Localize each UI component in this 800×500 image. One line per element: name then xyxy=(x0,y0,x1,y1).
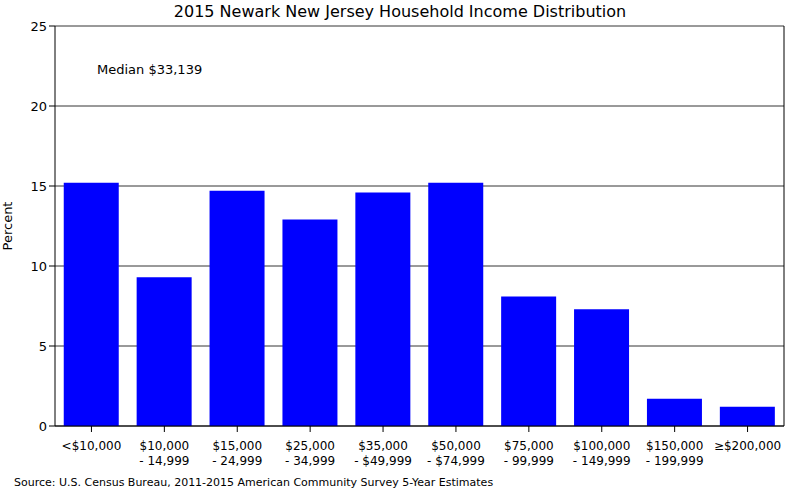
svg-text:5: 5 xyxy=(39,339,47,354)
svg-text:$10,000- 14,999: $10,000- 14,999 xyxy=(139,439,189,468)
svg-text:$35,000- $49,999: $35,000- $49,999 xyxy=(354,439,412,468)
svg-text:$50,000- $74,999: $50,000- $74,999 xyxy=(427,439,485,468)
html-text:Source: U.S. Census Bureau, 20: Source: U.S. Census Bureau, 2011-2015 Am… xyxy=(14,476,494,489)
svg-text:$150,000- 199,999: $150,000- 199,999 xyxy=(646,439,704,468)
svg-text:15: 15 xyxy=(30,179,47,194)
svg-text:$75,000- 99,999: $75,000- 99,999 xyxy=(504,439,554,468)
svg-text:$15,000- 24,999: $15,000- 24,999 xyxy=(212,439,262,468)
svg-text:20: 20 xyxy=(30,99,47,114)
svg-text:Percent: Percent xyxy=(8,202,15,251)
svg-text:<$10,000: <$10,000 xyxy=(62,439,122,453)
svg-text:$100,000- 149,999: $100,000- 149,999 xyxy=(573,439,631,468)
svg-text:10: 10 xyxy=(30,259,47,274)
svg-text:0: 0 xyxy=(39,419,47,434)
html-text:Median $33,139: Median $33,139 xyxy=(97,62,203,77)
svg-text:$25,000- 34,999: $25,000- 34,999 xyxy=(285,439,335,468)
svg-text:≥$200,000: ≥$200,000 xyxy=(714,439,781,453)
svg-text:25: 25 xyxy=(30,19,47,34)
html-text:2015 Newark New Jersey Househo: 2015 Newark New Jersey Household Income … xyxy=(173,2,627,21)
